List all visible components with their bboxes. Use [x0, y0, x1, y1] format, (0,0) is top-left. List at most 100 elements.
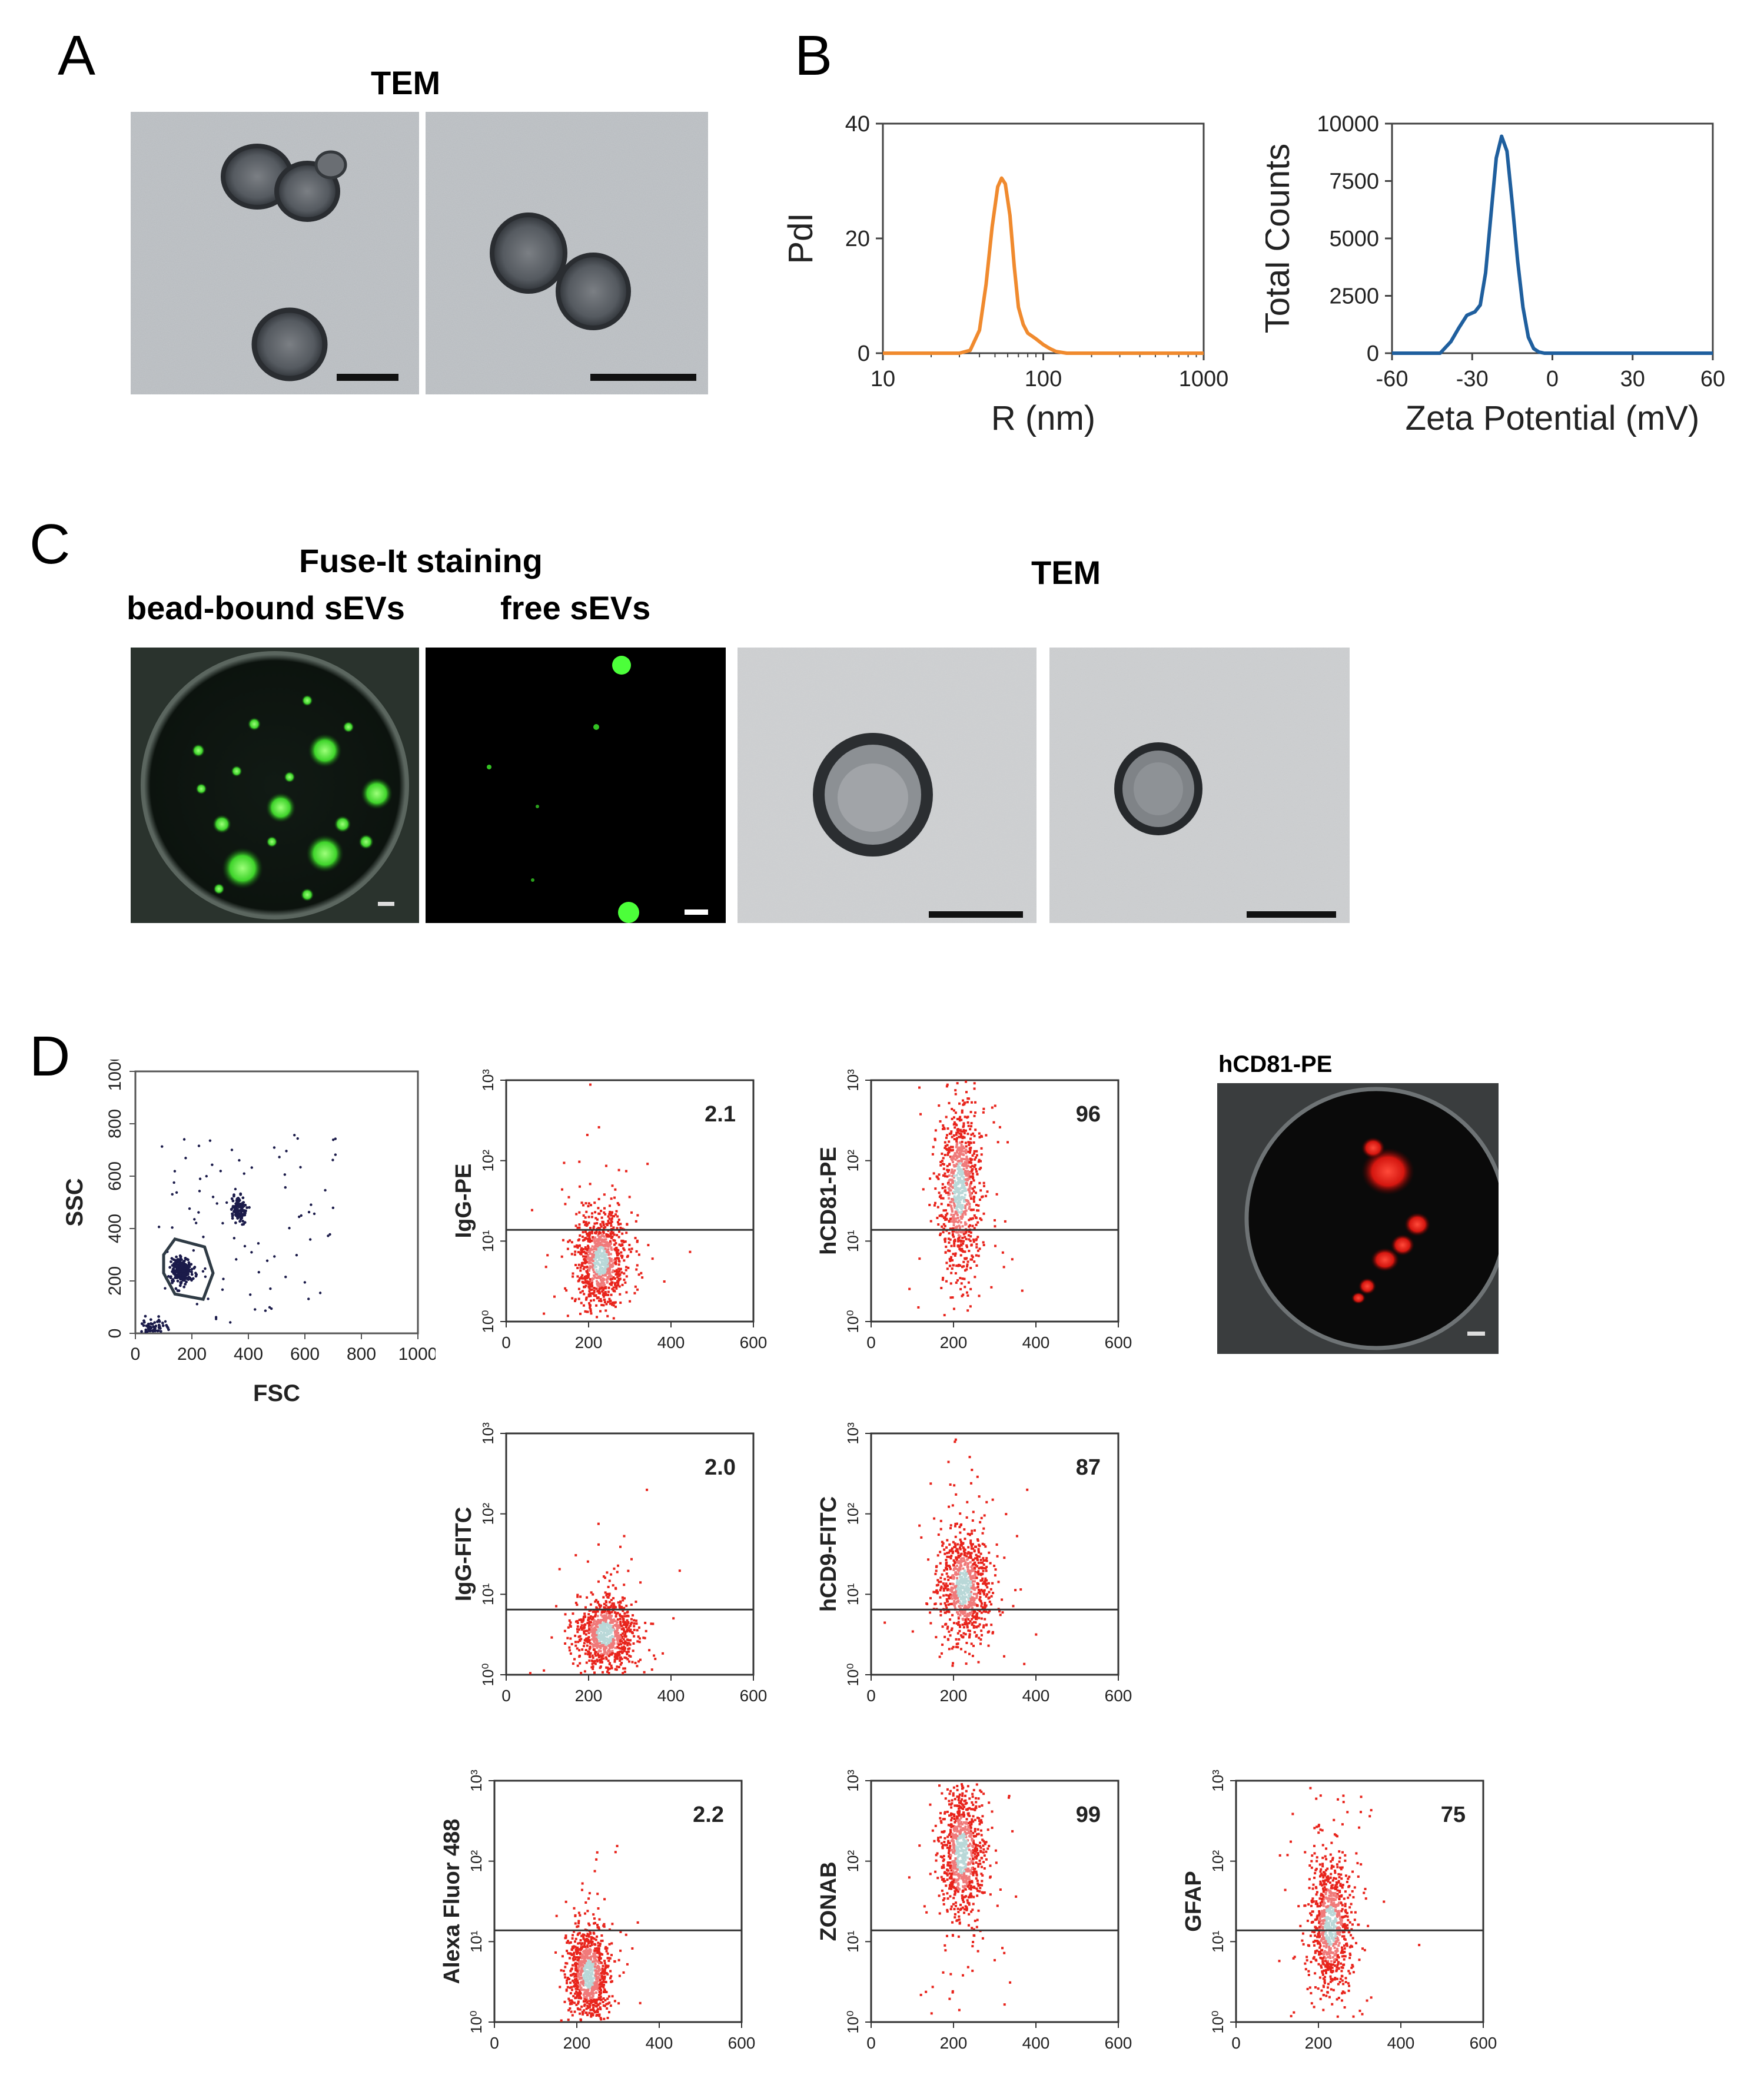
event-point	[936, 1216, 939, 1219]
event-point	[598, 1299, 601, 1302]
event-point	[586, 1946, 589, 1948]
event-point	[968, 1595, 971, 1598]
event-point	[586, 1910, 589, 1913]
scatter-point	[168, 1266, 172, 1269]
event-point	[614, 1587, 617, 1590]
event-point	[597, 1197, 600, 1200]
event-point	[956, 1128, 959, 1131]
event-point	[623, 1630, 626, 1633]
event-point	[611, 1277, 614, 1280]
event-point	[573, 1955, 576, 1958]
event-point	[981, 1577, 984, 1580]
event-point	[603, 1301, 606, 1304]
scatter-point	[182, 1273, 186, 1276]
event-point	[593, 1960, 596, 1963]
event-point	[935, 1589, 938, 1592]
event-point	[617, 1270, 620, 1273]
scatter-point	[184, 1157, 187, 1160]
event-point	[965, 1164, 968, 1167]
event-point	[614, 1259, 617, 1262]
event-point	[603, 1253, 606, 1256]
event-point	[584, 1912, 587, 1915]
event-point	[606, 1234, 609, 1237]
event-point	[954, 1542, 956, 1545]
event-point	[607, 1293, 610, 1296]
event-point	[962, 1240, 965, 1243]
event-point	[589, 1974, 592, 1977]
event-point	[619, 1635, 622, 1638]
event-point	[960, 1208, 963, 1211]
scatter-point	[221, 1221, 224, 1225]
y-tick-label: 10²	[844, 1150, 862, 1172]
event-point	[621, 1596, 624, 1599]
event-point	[616, 1635, 619, 1638]
event-point	[569, 1625, 572, 1628]
event-point	[603, 1243, 606, 1246]
event-point	[608, 1204, 611, 1207]
event-point	[967, 1546, 970, 1549]
event-point	[629, 1630, 632, 1633]
event-point	[631, 1661, 634, 1664]
scatter-point	[257, 1270, 260, 1274]
event-point	[588, 1655, 591, 1658]
event-point	[979, 1521, 982, 1523]
event-point	[589, 1306, 592, 1309]
event-point	[976, 1475, 979, 1478]
event-point	[981, 1634, 984, 1636]
y-tick-label: 10⁰	[467, 2010, 485, 2033]
event-point	[605, 1964, 608, 1967]
event-point	[959, 1541, 962, 1543]
event-point	[563, 2000, 566, 2003]
event-point	[623, 1648, 626, 1651]
event-point	[554, 1951, 557, 1954]
event-point	[592, 1960, 594, 1963]
event-point	[970, 1545, 973, 1548]
event-point	[588, 1621, 591, 1624]
scatter-point	[187, 1258, 190, 1262]
scatter-point	[184, 1264, 188, 1267]
event-point	[959, 1215, 962, 1218]
event-point	[576, 1604, 579, 1606]
event-point	[574, 1980, 577, 1983]
event-point	[593, 1870, 596, 1873]
event-point	[602, 1269, 604, 1272]
event-point	[960, 1180, 963, 1183]
event-point	[620, 1628, 623, 1631]
event-point	[950, 1244, 953, 1247]
event-point	[972, 1568, 975, 1571]
x-tick-label: 0	[501, 1333, 511, 1352]
event-point	[966, 1591, 969, 1594]
event-point	[959, 1607, 962, 1610]
event-point	[605, 1242, 608, 1245]
event-point	[586, 1260, 589, 1263]
scatter-point	[183, 1267, 187, 1270]
event-point	[969, 1620, 972, 1623]
event-point	[617, 1564, 620, 1567]
event-point	[604, 1576, 607, 1579]
event-point	[583, 1997, 586, 2000]
event-point	[596, 1646, 599, 1649]
event-point	[582, 1204, 585, 1207]
event-point	[575, 1947, 578, 1950]
event-point	[584, 1649, 587, 1652]
event-point	[956, 1198, 959, 1201]
scatter-point	[156, 1329, 160, 1333]
event-point	[601, 1246, 604, 1249]
event-point	[582, 1977, 585, 1980]
event-point	[583, 1266, 586, 1269]
event-point	[592, 1931, 595, 1934]
event-point	[960, 1244, 963, 1247]
event-point	[969, 1287, 972, 1290]
event-point	[989, 1562, 992, 1565]
event-point	[934, 1572, 937, 1575]
event-point	[952, 1264, 955, 1267]
event-point	[609, 1253, 612, 1256]
event-point	[626, 1619, 629, 1622]
event-point	[584, 1230, 587, 1233]
event-point	[946, 1170, 949, 1173]
event-point	[917, 1306, 920, 1309]
event-point	[585, 1952, 588, 1955]
event-point	[580, 1888, 583, 1891]
y-axis-label: hCD9-FITC	[816, 1496, 841, 1612]
event-point	[969, 1171, 972, 1174]
